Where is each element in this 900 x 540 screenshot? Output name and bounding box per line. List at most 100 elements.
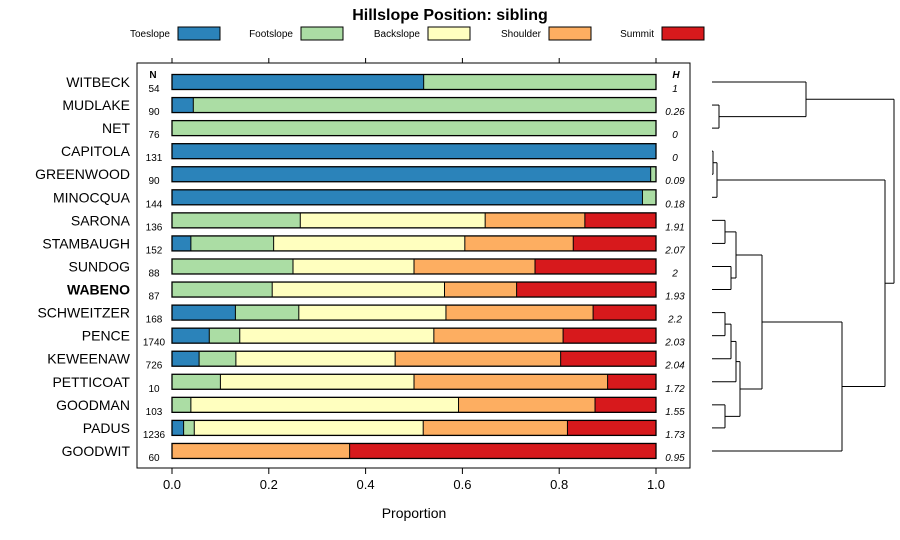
legend-label-shoulder: Shoulder bbox=[501, 29, 542, 40]
legend-label-footslope: Footslope bbox=[249, 29, 293, 40]
row-label-goodman: GOODMAN bbox=[56, 397, 130, 413]
bar-keweenaw-footslope bbox=[199, 351, 236, 367]
x-tick-label: 0.8 bbox=[550, 477, 568, 492]
row-label-mudlake: MUDLAKE bbox=[62, 97, 130, 113]
bar-outline-petticoat bbox=[171, 373, 657, 390]
bar-capitola-toeslope bbox=[172, 143, 656, 159]
h-value-pence: 2.03 bbox=[664, 338, 685, 349]
row-label-net: NET bbox=[102, 120, 130, 136]
row-label-sundog: SUNDOG bbox=[69, 258, 130, 274]
bar-goodman-footslope bbox=[172, 397, 191, 413]
bar-stambaugh-toeslope bbox=[172, 235, 191, 251]
bar-outline-pence bbox=[171, 327, 657, 344]
bar-petticoat-shoulder bbox=[414, 374, 608, 390]
n-value-sarona: 136 bbox=[146, 222, 163, 233]
h-header: H bbox=[672, 70, 680, 81]
bar-padus-summit bbox=[567, 420, 656, 436]
bar-petticoat-summit bbox=[607, 374, 656, 390]
bar-net-footslope bbox=[172, 120, 656, 136]
bar-schweitzer-toeslope bbox=[172, 305, 236, 321]
h-value-petticoat: 1.72 bbox=[665, 384, 685, 395]
legend-label-toeslope: Toeslope bbox=[130, 29, 170, 40]
x-tick-label: 0.4 bbox=[357, 477, 375, 492]
bar-witbeck-toeslope bbox=[172, 74, 424, 90]
n-value-goodwit: 60 bbox=[148, 453, 160, 464]
bar-outline-witbeck bbox=[171, 73, 657, 91]
bar-greenwood-toeslope bbox=[172, 166, 651, 182]
n-value-keweenaw: 726 bbox=[146, 361, 163, 372]
bar-goodwit-shoulder bbox=[172, 443, 350, 459]
bar-wabeno-footslope bbox=[172, 282, 273, 298]
row-label-petticoat: PETTICOAT bbox=[52, 374, 130, 390]
x-tick-label: 0.6 bbox=[453, 477, 471, 492]
h-value-witbeck: 1 bbox=[672, 84, 678, 95]
h-value-keweenaw: 2.04 bbox=[664, 361, 685, 372]
n-value-net: 76 bbox=[148, 130, 160, 141]
bar-outline-mudlake bbox=[171, 96, 657, 114]
row-label-capitola: CAPITOLA bbox=[61, 143, 131, 159]
bar-goodman-summit bbox=[595, 397, 656, 413]
bar-sarona-shoulder bbox=[485, 212, 585, 228]
h-value-capitola: 0 bbox=[672, 153, 678, 164]
bar-mudlake-footslope bbox=[193, 97, 656, 113]
bar-keweenaw-shoulder bbox=[395, 351, 561, 367]
legend-label-summit: Summit bbox=[620, 29, 654, 40]
n-value-wabeno: 87 bbox=[148, 292, 160, 303]
h-value-stambaugh: 2.07 bbox=[664, 245, 685, 256]
n-value-sundog: 88 bbox=[148, 268, 160, 279]
legend: Toeslope Footslope Backslope Shoulder Summit bbox=[130, 26, 705, 41]
legend-swatch-toeslope bbox=[177, 26, 221, 41]
n-value-padus: 1236 bbox=[143, 430, 166, 441]
n-value-goodman: 103 bbox=[146, 407, 163, 418]
bar-outline-minocqua bbox=[171, 189, 657, 206]
bars bbox=[171, 73, 657, 460]
n-value-capitola: 131 bbox=[146, 153, 163, 164]
legend-label-backslope: Backslope bbox=[374, 29, 421, 40]
bar-outline-sarona bbox=[171, 212, 657, 229]
row-label-greenwood: GREENWOOD bbox=[35, 166, 130, 182]
bar-keweenaw-summit bbox=[560, 351, 656, 367]
h-value-schweitzer: 2.2 bbox=[667, 315, 682, 326]
h-value-minocqua: 0.18 bbox=[665, 199, 685, 210]
x-tick-label: 0.0 bbox=[163, 477, 181, 492]
bar-sarona-footslope bbox=[172, 212, 301, 228]
bar-padus-toeslope bbox=[172, 420, 184, 436]
n-value-witbeck: 54 bbox=[148, 84, 160, 95]
bar-goodman-shoulder bbox=[458, 397, 596, 413]
bar-padus-backslope bbox=[194, 420, 424, 436]
plot-frame bbox=[136, 62, 691, 469]
row-label-sarona: SARONA bbox=[71, 212, 131, 228]
x-axis-label: Proportion bbox=[382, 505, 447, 521]
n-value-greenwood: 90 bbox=[148, 176, 160, 187]
dendrogram bbox=[712, 81, 895, 452]
n-value-schweitzer: 168 bbox=[146, 315, 163, 326]
bar-outline-schweitzer bbox=[171, 304, 657, 321]
bar-keweenaw-backslope bbox=[235, 351, 396, 367]
bar-sundog-backslope bbox=[293, 258, 414, 274]
bar-greenwood-footslope bbox=[650, 166, 656, 182]
h-value-mudlake: 0.26 bbox=[665, 107, 685, 118]
row-label-schweitzer: SCHWEITZER bbox=[37, 305, 130, 321]
row-label-padus: PADUS bbox=[83, 420, 130, 436]
legend-swatch-summit bbox=[661, 26, 705, 41]
row-label-goodwit: GOODWIT bbox=[62, 443, 131, 459]
bar-outline-greenwood bbox=[171, 166, 657, 183]
legend-swatch-shoulder bbox=[548, 26, 592, 41]
bar-outline-net bbox=[171, 119, 657, 137]
h-value-sarona: 1.91 bbox=[665, 222, 684, 233]
bar-outline-goodman bbox=[171, 396, 657, 413]
bar-pence-shoulder bbox=[433, 328, 564, 344]
bar-goodwit-summit bbox=[349, 443, 656, 459]
chart-title: Hillslope Position: sibling bbox=[352, 7, 548, 24]
bar-sarona-backslope bbox=[300, 212, 486, 228]
bar-pence-backslope bbox=[239, 328, 434, 344]
n-value-pence: 1740 bbox=[143, 338, 166, 349]
bar-outline-sundog bbox=[171, 258, 657, 275]
bar-petticoat-footslope bbox=[172, 374, 221, 390]
row-label-witbeck: WITBECK bbox=[66, 74, 130, 90]
bar-outline-padus bbox=[171, 419, 657, 437]
row-label-stambaugh: STAMBAUGH bbox=[42, 235, 130, 251]
bar-wabeno-summit bbox=[516, 282, 656, 298]
bar-pence-summit bbox=[563, 328, 656, 344]
